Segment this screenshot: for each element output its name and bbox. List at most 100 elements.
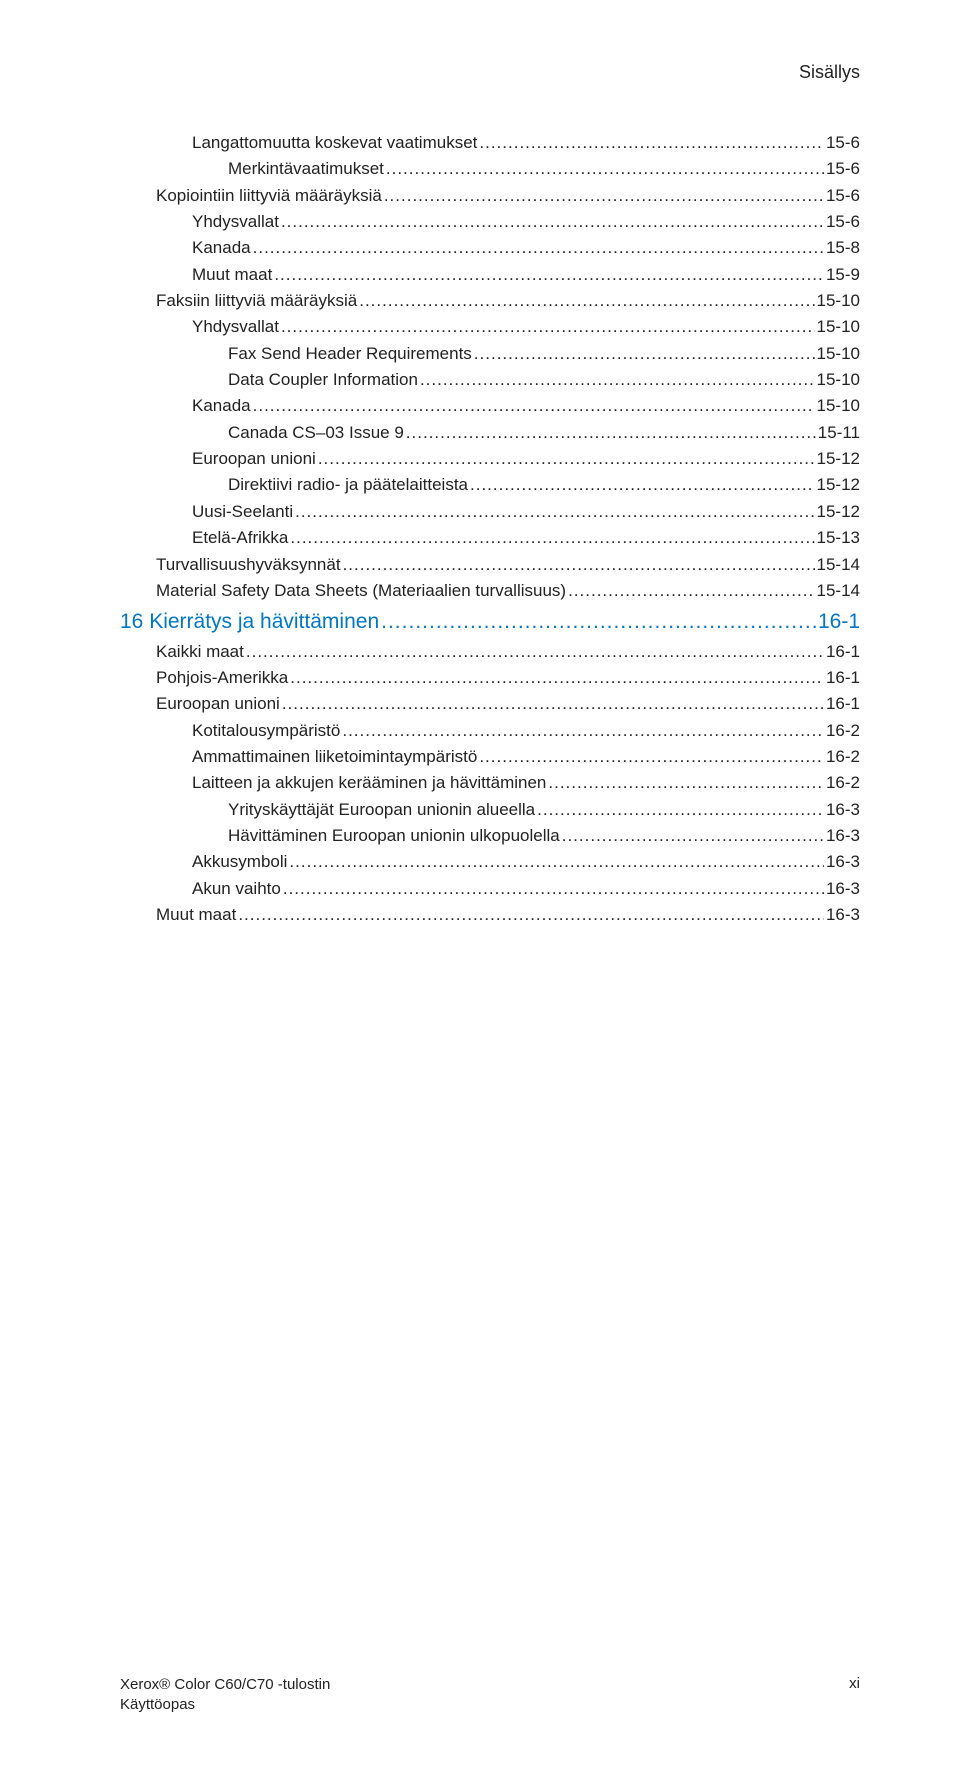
toc-entry: Direktiivi radio- ja päätelaitteista 15-1… bbox=[120, 472, 860, 498]
toc-entry-label: Data Coupler Information bbox=[228, 367, 418, 393]
toc-entry: Yhdysvallat15-10 bbox=[120, 314, 860, 340]
toc-entry-page: 15-8 bbox=[826, 235, 860, 261]
toc-entry-label: Canada CS–03 Issue 9 bbox=[228, 420, 404, 446]
toc-entry: Hävittäminen Euroopan unionin ulkopuolel… bbox=[120, 823, 860, 849]
toc-entry-page: 16-3 bbox=[826, 823, 860, 849]
toc-entry-label: Akun vaihto bbox=[192, 876, 281, 902]
toc-entry-page: 15-9 bbox=[826, 262, 860, 288]
toc-entry-page: 15-6 bbox=[826, 209, 860, 235]
toc-entry: Data Coupler Information 15-10 bbox=[120, 367, 860, 393]
toc-entry-page: 15-14 bbox=[817, 552, 860, 578]
toc-entry: Langattomuutta koskevat vaatimukset15-6 bbox=[120, 130, 860, 156]
toc-entry-page: 16-3 bbox=[826, 902, 860, 928]
toc-leader-dots bbox=[343, 552, 815, 578]
toc-entry-page: 15-10 bbox=[817, 393, 860, 419]
toc-leader-dots bbox=[318, 446, 815, 472]
toc-entry-page: 15-6 bbox=[826, 156, 860, 182]
toc-entry: Uusi-Seelanti15-12 bbox=[120, 499, 860, 525]
toc-entry-label: 16 Kierrätys ja hävittäminen bbox=[120, 606, 379, 639]
toc-leader-dots bbox=[406, 420, 816, 446]
toc-leader-dots bbox=[253, 235, 824, 261]
toc-entry-label: Turvallisuushyväksynnät bbox=[156, 552, 341, 578]
toc-entry-page: 16-1 bbox=[826, 665, 860, 691]
toc-leader-dots bbox=[386, 156, 824, 182]
toc-entry: Euroopan unioni16-1 bbox=[120, 691, 860, 717]
toc-entry-page: 16-3 bbox=[826, 797, 860, 823]
toc-entry-page: 15-12 bbox=[817, 499, 860, 525]
toc-leader-dots bbox=[290, 525, 814, 551]
toc-entry-page: 16-2 bbox=[826, 718, 860, 744]
footer-line1: Xerox® Color C60/C70 -tulostin bbox=[120, 1675, 330, 1695]
toc-entry: Fax Send Header Requirements15-10 bbox=[120, 341, 860, 367]
toc-leader-dots bbox=[537, 797, 824, 823]
toc-leader-dots bbox=[283, 876, 824, 902]
toc-entry: Yrityskäyttäjät Euroopan unionin alueell… bbox=[120, 797, 860, 823]
toc-leader-dots bbox=[479, 744, 824, 770]
toc-leader-dots bbox=[384, 183, 824, 209]
toc-entry-label: Direktiivi radio- ja päätelaitteista bbox=[228, 472, 468, 498]
toc-leader-dots bbox=[238, 902, 824, 928]
toc-entry-label: Muut maat bbox=[156, 902, 236, 928]
toc-entry: Muut maat 15-9 bbox=[120, 262, 860, 288]
toc-leader-dots bbox=[474, 341, 815, 367]
toc-entry-page: 15-12 bbox=[817, 446, 860, 472]
toc-entry: Kotitalousympäristö 16-2 bbox=[120, 718, 860, 744]
toc-entry-label: Kaikki maat bbox=[156, 639, 244, 665]
toc-leader-dots bbox=[274, 262, 824, 288]
toc-entry-page: 16-3 bbox=[826, 849, 860, 875]
toc-entry-label: Merkintävaatimukset bbox=[228, 156, 384, 182]
toc-entry: Kanada15-8 bbox=[120, 235, 860, 261]
document-page: Sisällys Langattomuutta koskevat vaatimu… bbox=[0, 0, 960, 1776]
toc-leader-dots bbox=[342, 718, 824, 744]
toc-entry: Muut maat 16-3 bbox=[120, 902, 860, 928]
toc-entry-page: 16-2 bbox=[826, 744, 860, 770]
page-footer: Xerox® Color C60/C70 -tulostin Käyttöopa… bbox=[120, 1675, 860, 1714]
toc-entry-page: 16-1 bbox=[826, 691, 860, 717]
toc-entry: Akkusymboli 16-3 bbox=[120, 849, 860, 875]
toc-entry: Akun vaihto 16-3 bbox=[120, 876, 860, 902]
toc-leader-dots bbox=[253, 393, 815, 419]
footer-line2: Käyttöopas bbox=[120, 1695, 330, 1715]
toc-entry-page: 16-2 bbox=[826, 770, 860, 796]
toc-leader-dots bbox=[282, 691, 824, 717]
toc-entry-page: 15-13 bbox=[817, 525, 860, 551]
toc-leader-dots bbox=[381, 606, 816, 639]
toc-leader-dots bbox=[281, 209, 824, 235]
toc-leader-dots bbox=[470, 472, 815, 498]
toc-entry-label: Yhdysvallat bbox=[192, 209, 279, 235]
toc-leader-dots bbox=[295, 499, 814, 525]
toc-entry-label: Material Safety Data Sheets (Materiaalie… bbox=[156, 578, 566, 604]
toc-entry: Merkintävaatimukset 15-6 bbox=[120, 156, 860, 182]
toc-entry-page: 15-6 bbox=[826, 183, 860, 209]
toc-leader-dots bbox=[290, 665, 824, 691]
toc-entry-label: Muut maat bbox=[192, 262, 272, 288]
toc-entry: Canada CS–03 Issue 915-11 bbox=[120, 420, 860, 446]
toc-entry-label: Fax Send Header Requirements bbox=[228, 341, 472, 367]
toc-entry-page: 15-12 bbox=[817, 472, 860, 498]
toc-leader-dots bbox=[568, 578, 814, 604]
toc-entry-label: Akkusymboli bbox=[192, 849, 287, 875]
footer-page-number: xi bbox=[849, 1675, 860, 1714]
toc-leader-dots bbox=[281, 314, 815, 340]
toc-entry: Pohjois-Amerikka16-1 bbox=[120, 665, 860, 691]
toc-leader-dots bbox=[562, 823, 824, 849]
toc-entry-label: Kanada bbox=[192, 393, 251, 419]
toc-entry: Euroopan unioni15-12 bbox=[120, 446, 860, 472]
toc-entry-page: 16-3 bbox=[826, 876, 860, 902]
toc-entry: Etelä-Afrikka 15-13 bbox=[120, 525, 860, 551]
toc-entry-page: 15-10 bbox=[817, 288, 860, 314]
toc-entry: Laitteen ja akkujen kerääminen ja hävitt… bbox=[120, 770, 860, 796]
toc-leader-dots bbox=[420, 367, 815, 393]
toc-leader-dots bbox=[479, 130, 824, 156]
toc-entry: Material Safety Data Sheets (Materiaalie… bbox=[120, 578, 860, 604]
footer-product: Xerox® Color C60/C70 -tulostin Käyttöopa… bbox=[120, 1675, 330, 1714]
toc-entry-label: Yhdysvallat bbox=[192, 314, 279, 340]
toc-entry: 16 Kierrätys ja hävittäminen16-1 bbox=[120, 606, 860, 639]
toc-entry-page: 15-10 bbox=[817, 367, 860, 393]
toc-leader-dots bbox=[246, 639, 824, 665]
toc-entry-label: Yrityskäyttäjät Euroopan unionin alueell… bbox=[228, 797, 535, 823]
page-header-title: Sisällys bbox=[799, 62, 860, 83]
toc-entry-label: Laitteen ja akkujen kerääminen ja hävitt… bbox=[192, 770, 546, 796]
toc-entry-label: Kotitalousympäristö bbox=[192, 718, 340, 744]
toc-entry-label: Etelä-Afrikka bbox=[192, 525, 288, 551]
